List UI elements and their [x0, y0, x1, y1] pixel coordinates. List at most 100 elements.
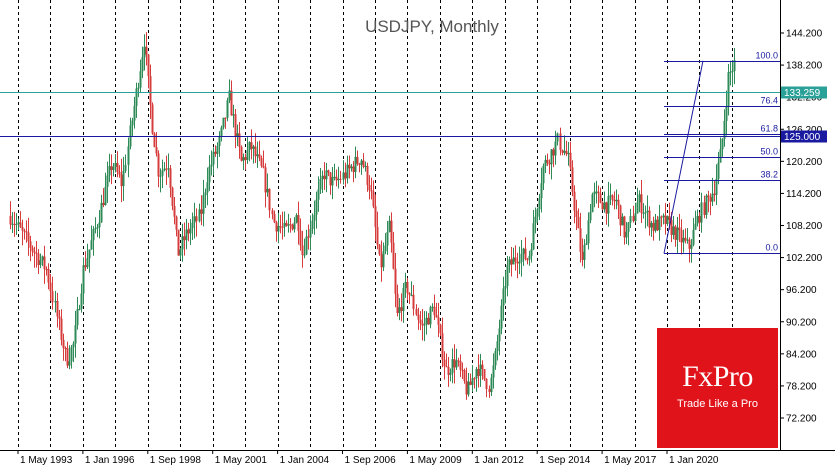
candle-body [11, 223, 14, 225]
candle-body [37, 253, 40, 266]
candle-body [49, 282, 52, 292]
candle-body [187, 229, 190, 234]
candle-body [354, 156, 357, 173]
candle-body [204, 192, 207, 196]
candle-body [114, 162, 117, 167]
candle-body [516, 261, 519, 264]
candle-body [421, 323, 424, 326]
candle-body [287, 224, 290, 226]
candle-body [242, 157, 245, 161]
candle-body [406, 281, 409, 293]
candle-body [175, 216, 178, 230]
candle-body [443, 359, 446, 367]
candle-body [402, 287, 405, 311]
candle-body [650, 222, 653, 228]
candle-body [569, 152, 572, 168]
candle-body [439, 324, 442, 334]
candle-body [674, 226, 677, 240]
chart-title: USDJPY, Monthly [365, 17, 499, 36]
candle-body [195, 216, 198, 222]
fibonacci-retracement: 100.0 76.4 61.8 50.0 38.2 0.0 [663, 51, 780, 254]
fxpro-badge: FxPro Trade Like a Pro [657, 328, 778, 448]
candle-body [605, 202, 608, 214]
candle-body [325, 170, 328, 180]
candle-body [78, 308, 81, 310]
candle-body [25, 231, 28, 233]
candle-body [348, 164, 351, 169]
fib-level-label: 76.4 [760, 96, 778, 106]
candle-body [198, 209, 201, 222]
candle-body [636, 202, 639, 214]
candle-body [352, 166, 355, 173]
candle-body [703, 202, 706, 215]
candle-body [595, 191, 598, 193]
candle-body [597, 191, 600, 194]
candle-body [713, 193, 716, 195]
candle-body [31, 247, 34, 252]
candle-body [56, 301, 59, 317]
candle-body [139, 71, 142, 88]
candle-body [104, 186, 107, 206]
candle-body [520, 253, 523, 262]
candle-body [634, 213, 637, 222]
candle-body [435, 315, 438, 318]
candle-body [9, 215, 12, 225]
candle-body [561, 150, 564, 153]
candle-body [447, 366, 450, 375]
candle-body [563, 150, 566, 153]
candle-body [295, 215, 298, 223]
candle-body [145, 46, 148, 55]
candle-body [116, 162, 119, 172]
candle-body [118, 171, 121, 175]
candle-body [627, 222, 630, 232]
candle-body [301, 245, 304, 255]
candle-body [240, 146, 243, 161]
candle-body [350, 166, 353, 169]
candle-body [250, 142, 253, 149]
candle-body [124, 164, 127, 171]
candle-body [644, 212, 647, 214]
candle-body [165, 168, 168, 170]
candle-body [567, 152, 570, 155]
candle-body [528, 255, 531, 260]
candle-body [692, 229, 695, 245]
candle-body [82, 265, 85, 294]
candle-body [621, 216, 624, 226]
candle-body [68, 361, 71, 366]
candle-body [181, 236, 184, 250]
candle-body [100, 202, 103, 223]
candle-body [137, 87, 140, 89]
candle-body [504, 285, 507, 289]
candle-body [331, 177, 334, 186]
candle-body [441, 333, 444, 360]
candle-body [94, 228, 97, 230]
candle-body [540, 183, 543, 199]
candle-body [715, 178, 718, 195]
price-lines [0, 92, 780, 137]
candle-body [425, 317, 428, 325]
candle-body [303, 254, 306, 256]
candle-body [613, 199, 616, 202]
candle-body [591, 194, 594, 212]
candle-body [147, 54, 150, 77]
candle-body [293, 222, 296, 230]
candle-body [106, 175, 109, 187]
candle-body [496, 341, 499, 352]
candle-body [333, 176, 336, 178]
candle-body [429, 307, 432, 325]
candle-body [90, 240, 93, 250]
y-tick-label: 90.200 [786, 317, 817, 328]
candle-body [544, 159, 547, 166]
candle-body [583, 244, 586, 260]
candle-body [648, 210, 651, 228]
candle-body [177, 229, 180, 256]
candle-body [47, 269, 50, 283]
candle-body [676, 227, 679, 240]
x-tick-label: 1 Sep 2014 [539, 455, 591, 466]
candle-body [451, 359, 454, 374]
candle-body [415, 308, 418, 315]
candle-body [603, 202, 606, 210]
candle-body [262, 165, 265, 168]
candle-body [619, 205, 622, 226]
candle-body [392, 242, 395, 269]
